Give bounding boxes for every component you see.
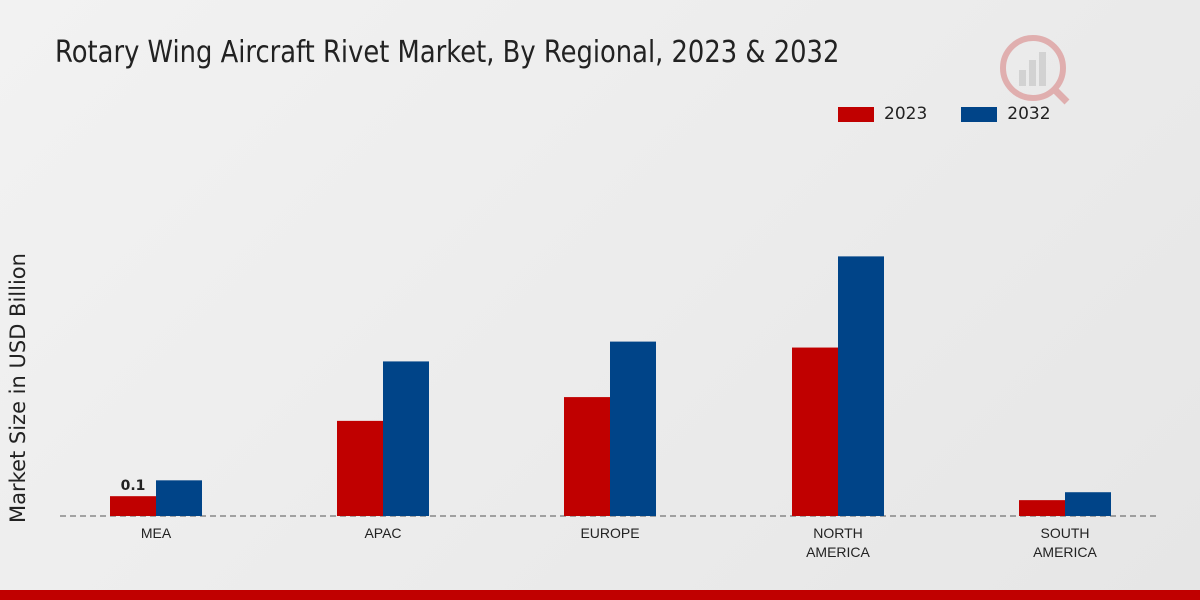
chart-title: Rotary Wing Aircraft Rivet Market, By Re…: [55, 35, 840, 70]
bar-2032-mea: [156, 480, 202, 516]
x-tick-label: MEA: [141, 525, 172, 541]
legend-label-2023: 2023: [884, 104, 928, 124]
x-tick-label: SOUTH AMERICA: [1033, 525, 1097, 560]
legend-item-2032: 2032: [961, 104, 1051, 124]
x-tick-label: NORTH AMERICA: [806, 525, 870, 560]
data-label: 0.1: [121, 478, 146, 494]
legend-swatch-2032: [961, 106, 998, 122]
bar-2023-north-america: [792, 347, 838, 516]
bar-2023-south-america: [1019, 500, 1065, 516]
bar-2023-europe: [564, 397, 610, 516]
legend-label-2032: 2032: [1007, 104, 1051, 124]
footer-bar: [0, 590, 1200, 600]
legend-swatch-2023: [838, 106, 874, 122]
bar-2023-mea: [110, 496, 156, 516]
chart-legend: 2023 2032: [838, 104, 1051, 124]
brand-logo: [995, 30, 1075, 110]
bar-2023-apac: [337, 420, 383, 516]
x-tick-label: EUROPE: [580, 525, 639, 541]
legend-item-2023: 2023: [838, 104, 927, 124]
bar-2032-apac: [383, 361, 429, 516]
bar-2032-north-america: [838, 256, 884, 516]
bar-2032-south-america: [1065, 492, 1111, 516]
x-tick-label: APAC: [364, 525, 401, 541]
bar-2032-europe: [610, 341, 656, 516]
